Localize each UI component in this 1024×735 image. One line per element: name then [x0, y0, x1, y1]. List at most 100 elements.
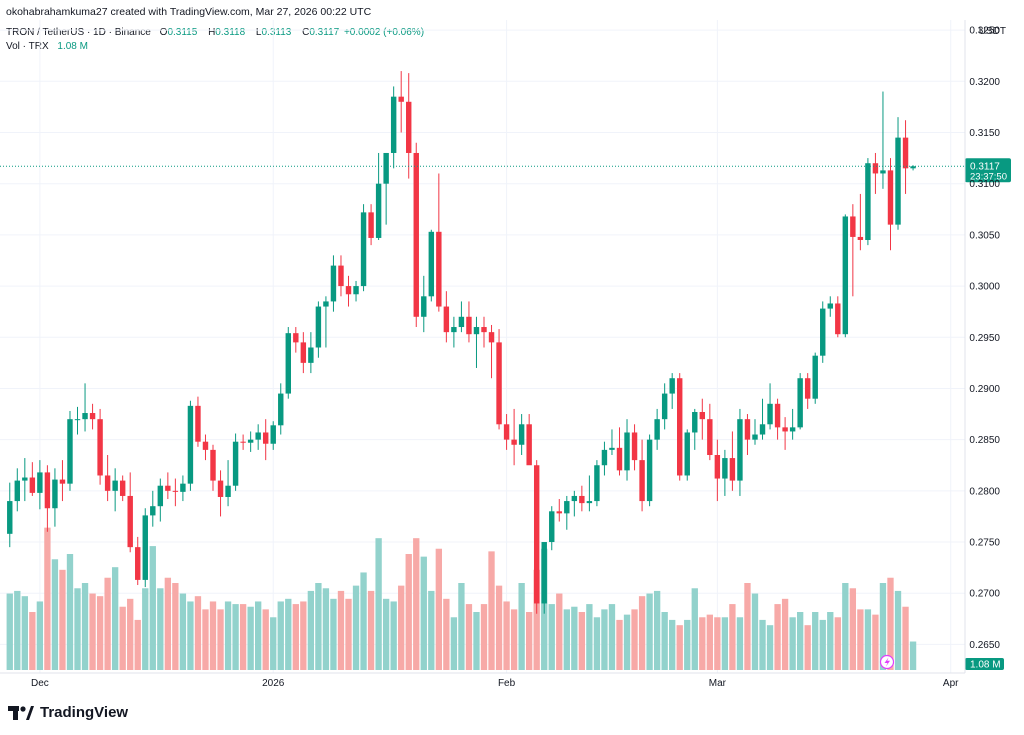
candle: [29, 462, 36, 496]
candle-body: [142, 515, 148, 580]
candle-body: [895, 137, 901, 225]
candle: [74, 406, 81, 435]
volume-bar: [736, 617, 744, 670]
volume-bar: [488, 551, 495, 670]
volume-bar: [789, 617, 796, 670]
volume-bar: [307, 590, 315, 670]
candle-body: [89, 413, 96, 420]
candle: [390, 86, 397, 169]
candle-body: [684, 432, 690, 476]
candle: [112, 468, 118, 512]
volume-bar: [503, 601, 510, 670]
candle-body: [150, 506, 156, 516]
candle-body: [639, 460, 645, 502]
volume-label[interactable]: Vol · TRX: [6, 41, 49, 52]
volume-bar: [751, 593, 759, 670]
grid: [0, 20, 965, 673]
candle-body: [473, 327, 480, 335]
candle-body: [443, 306, 450, 333]
candle-body: [119, 480, 126, 496]
candle-body: [466, 316, 472, 335]
candle-body: [22, 477, 28, 481]
candle-body: [74, 419, 81, 421]
candle-body: [707, 419, 713, 455]
candle-body: [451, 327, 457, 333]
candle-body: [375, 183, 382, 238]
volume-bar: [601, 609, 608, 670]
volume-bar: [849, 588, 857, 670]
volume-bar: [36, 601, 44, 670]
volume-bar: [669, 619, 676, 670]
candle-body: [503, 424, 510, 440]
candle: [375, 152, 382, 240]
candle: [338, 255, 344, 297]
high-label: H: [208, 27, 216, 38]
volume-axis-box: [965, 658, 1004, 670]
candle-body: [247, 439, 254, 443]
volume-bar: [465, 604, 473, 670]
volume-bar: [187, 601, 194, 670]
volume-bar: [894, 590, 902, 670]
tradingview-logo[interactable]: TradingView: [8, 704, 128, 721]
close-label: C: [302, 27, 310, 38]
volume-bar: [390, 601, 397, 670]
candle-body: [383, 152, 389, 184]
chart-credit: okohabrahamkuma27 created with TradingVi…: [6, 6, 372, 18]
candle-body: [827, 303, 833, 309]
volume-bar: [194, 596, 202, 670]
candle: [315, 301, 322, 358]
candle: [549, 506, 555, 551]
price-tick-label: 0.3100: [969, 179, 1000, 190]
volume-bar: [714, 617, 721, 670]
volume-bar: [142, 588, 149, 670]
candle-body: [594, 465, 600, 502]
candle-body: [300, 342, 307, 363]
candle-body: [353, 286, 359, 295]
candle: [210, 444, 216, 491]
price-axis: 0.3250 0.3200 0.3150 0.3100 0.3050 0.3000 0.29…: [964, 20, 1000, 673]
volume-bar: [285, 598, 292, 670]
candle-body: [556, 511, 562, 514]
candles: [7, 71, 916, 614]
candle-body: [880, 170, 886, 174]
candle: [308, 332, 314, 374]
candle: [451, 316, 457, 348]
volume-bar: [134, 619, 141, 670]
volume-bar: [405, 554, 412, 670]
time-tick-label: Mar: [709, 678, 727, 689]
candle: [880, 91, 886, 189]
volume-bars: [6, 527, 917, 670]
candle: [466, 301, 472, 343]
volume-bar: [202, 609, 209, 670]
candle-body: [52, 479, 58, 509]
volume-bar: [59, 569, 66, 670]
candle-body: [661, 393, 668, 420]
close-value: 0.3117: [309, 27, 340, 38]
candle: [97, 408, 103, 485]
candle-body: [7, 501, 13, 534]
volume-bar: [74, 588, 81, 670]
candle-body: [872, 163, 879, 174]
candle-body: [729, 458, 736, 481]
quote-currency[interactable]: USDT: [978, 26, 1006, 37]
volume-bar: [428, 590, 435, 670]
brand-name: TradingView: [40, 704, 129, 721]
volume-bar: [375, 538, 382, 670]
time-tick-label: Dec: [31, 678, 49, 689]
volume-bar: [638, 596, 646, 670]
candle: [202, 434, 209, 461]
candle: [240, 434, 246, 450]
volume-bar: [6, 593, 13, 670]
volume-bar: [14, 590, 21, 670]
symbol-name[interactable]: TRON / TetherUS · 1D · Binance: [6, 27, 151, 38]
candle-body: [240, 441, 246, 443]
volume-bar: [224, 601, 232, 670]
volume-bar: [623, 614, 631, 670]
volume-bar: [111, 567, 119, 670]
candle: [579, 485, 585, 512]
candle: [639, 439, 645, 512]
volume-bar: [96, 596, 104, 670]
candle: [14, 468, 21, 512]
volume-bar: [796, 612, 804, 670]
